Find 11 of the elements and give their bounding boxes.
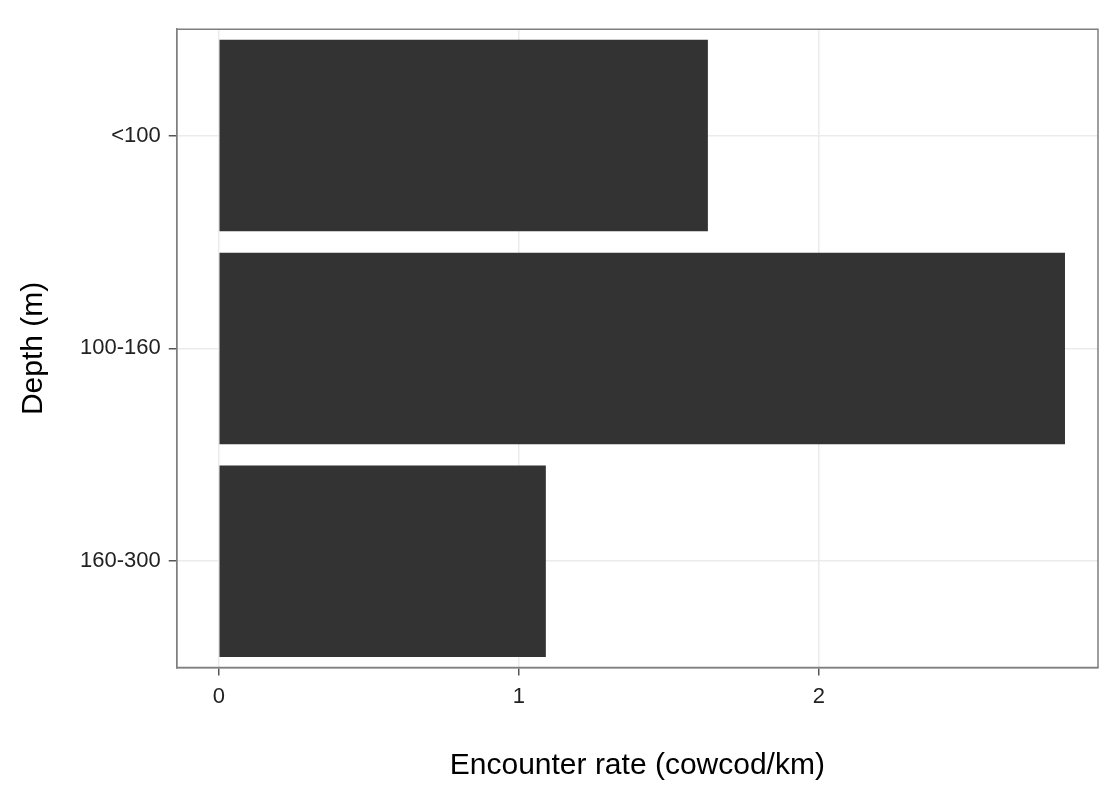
y-tick-label: 100-160 xyxy=(79,334,161,360)
bar xyxy=(219,39,708,232)
bar xyxy=(219,252,1065,445)
y-tick-label: 160-300 xyxy=(79,547,161,573)
y-tick-label: <100 xyxy=(111,121,161,147)
bar xyxy=(219,465,546,657)
x-tick-label: 0 xyxy=(212,682,225,708)
y-axis-title: Depth (m) xyxy=(15,281,49,416)
x-tick-label: 2 xyxy=(812,682,826,708)
x-axis-title: Encounter rate (cowcod/km) xyxy=(449,747,825,781)
x-tick-label: 1 xyxy=(512,682,525,708)
